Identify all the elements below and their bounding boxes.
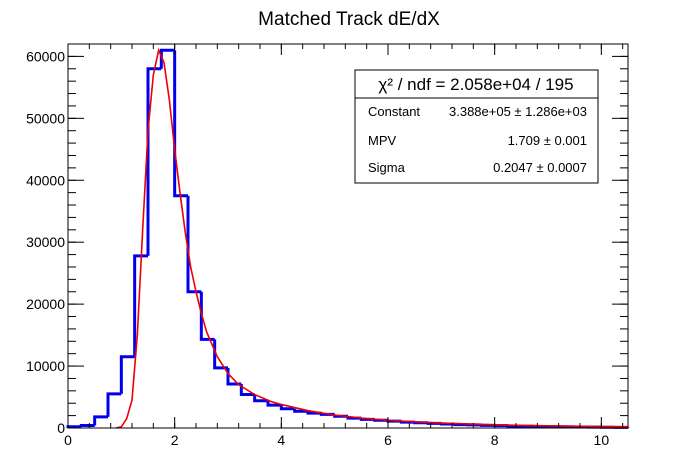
plot-frame [67,43,629,429]
x-tick-label: 2 [171,432,179,448]
stat-value-constant: 3.388e+05 ± 1.286e+03 [449,104,587,119]
histogram-bin-8 [173,50,188,198]
x-tick-label: 8 [491,432,499,448]
histogram-bin-3 [106,392,122,417]
chi2-ndf-label: χ² / ndf = 2.058e+04 / 195 [378,75,573,94]
histogram-bin-6 [146,67,162,256]
stats-box: χ² / ndf = 2.058e+04 / 195 Constant 3.38… [354,69,599,184]
landau-fit-curve [115,47,629,429]
histogram-bin-14 [253,394,268,403]
histogram-bin-9 [186,195,202,294]
y-tick-label: 50000 [26,110,65,126]
axes: 0 2 4 6 8 10 0 10000 20000 30000 40000 50000 60000 [26,43,629,448]
x-tick-label: 4 [277,432,285,448]
x-tick-label: 0 [64,432,72,448]
histogram-bin-5 [133,254,148,357]
stat-value-sigma: 0.2047 ± 0.0007 [493,160,587,175]
histogram-bin-18 [306,411,322,415]
stat-value-mpv: 1.709 ± 0.001 [508,133,587,148]
plot-area [66,47,630,429]
histogram-bin-2 [93,415,108,426]
chart-title: Matched Track dE/dX [258,9,440,30]
y-tick-label: 60000 [26,48,65,64]
stat-name-mpv: MPV [368,133,397,148]
histogram-bin-13 [239,384,255,397]
y-tick-label: 30000 [26,234,65,250]
histogram-bin-17 [293,408,308,413]
histogram-bin-15 [266,400,282,407]
stats-box-frame [354,69,599,184]
y-tick-label: 0 [57,420,65,436]
y-tick-label: 20000 [26,296,65,312]
x-tick-label: 10 [594,432,610,448]
histogram-bin-1 [79,424,95,428]
stat-name-constant: Constant [368,104,420,119]
y-tick-label: 10000 [26,358,65,374]
x-tick-label: 6 [384,432,392,448]
histogram-bin-4 [119,355,135,394]
histogram-bin-16 [279,405,295,411]
histogram-bin-7 [159,48,175,69]
stat-name-sigma: Sigma [368,160,406,175]
y-tick-label: 40000 [26,172,65,188]
